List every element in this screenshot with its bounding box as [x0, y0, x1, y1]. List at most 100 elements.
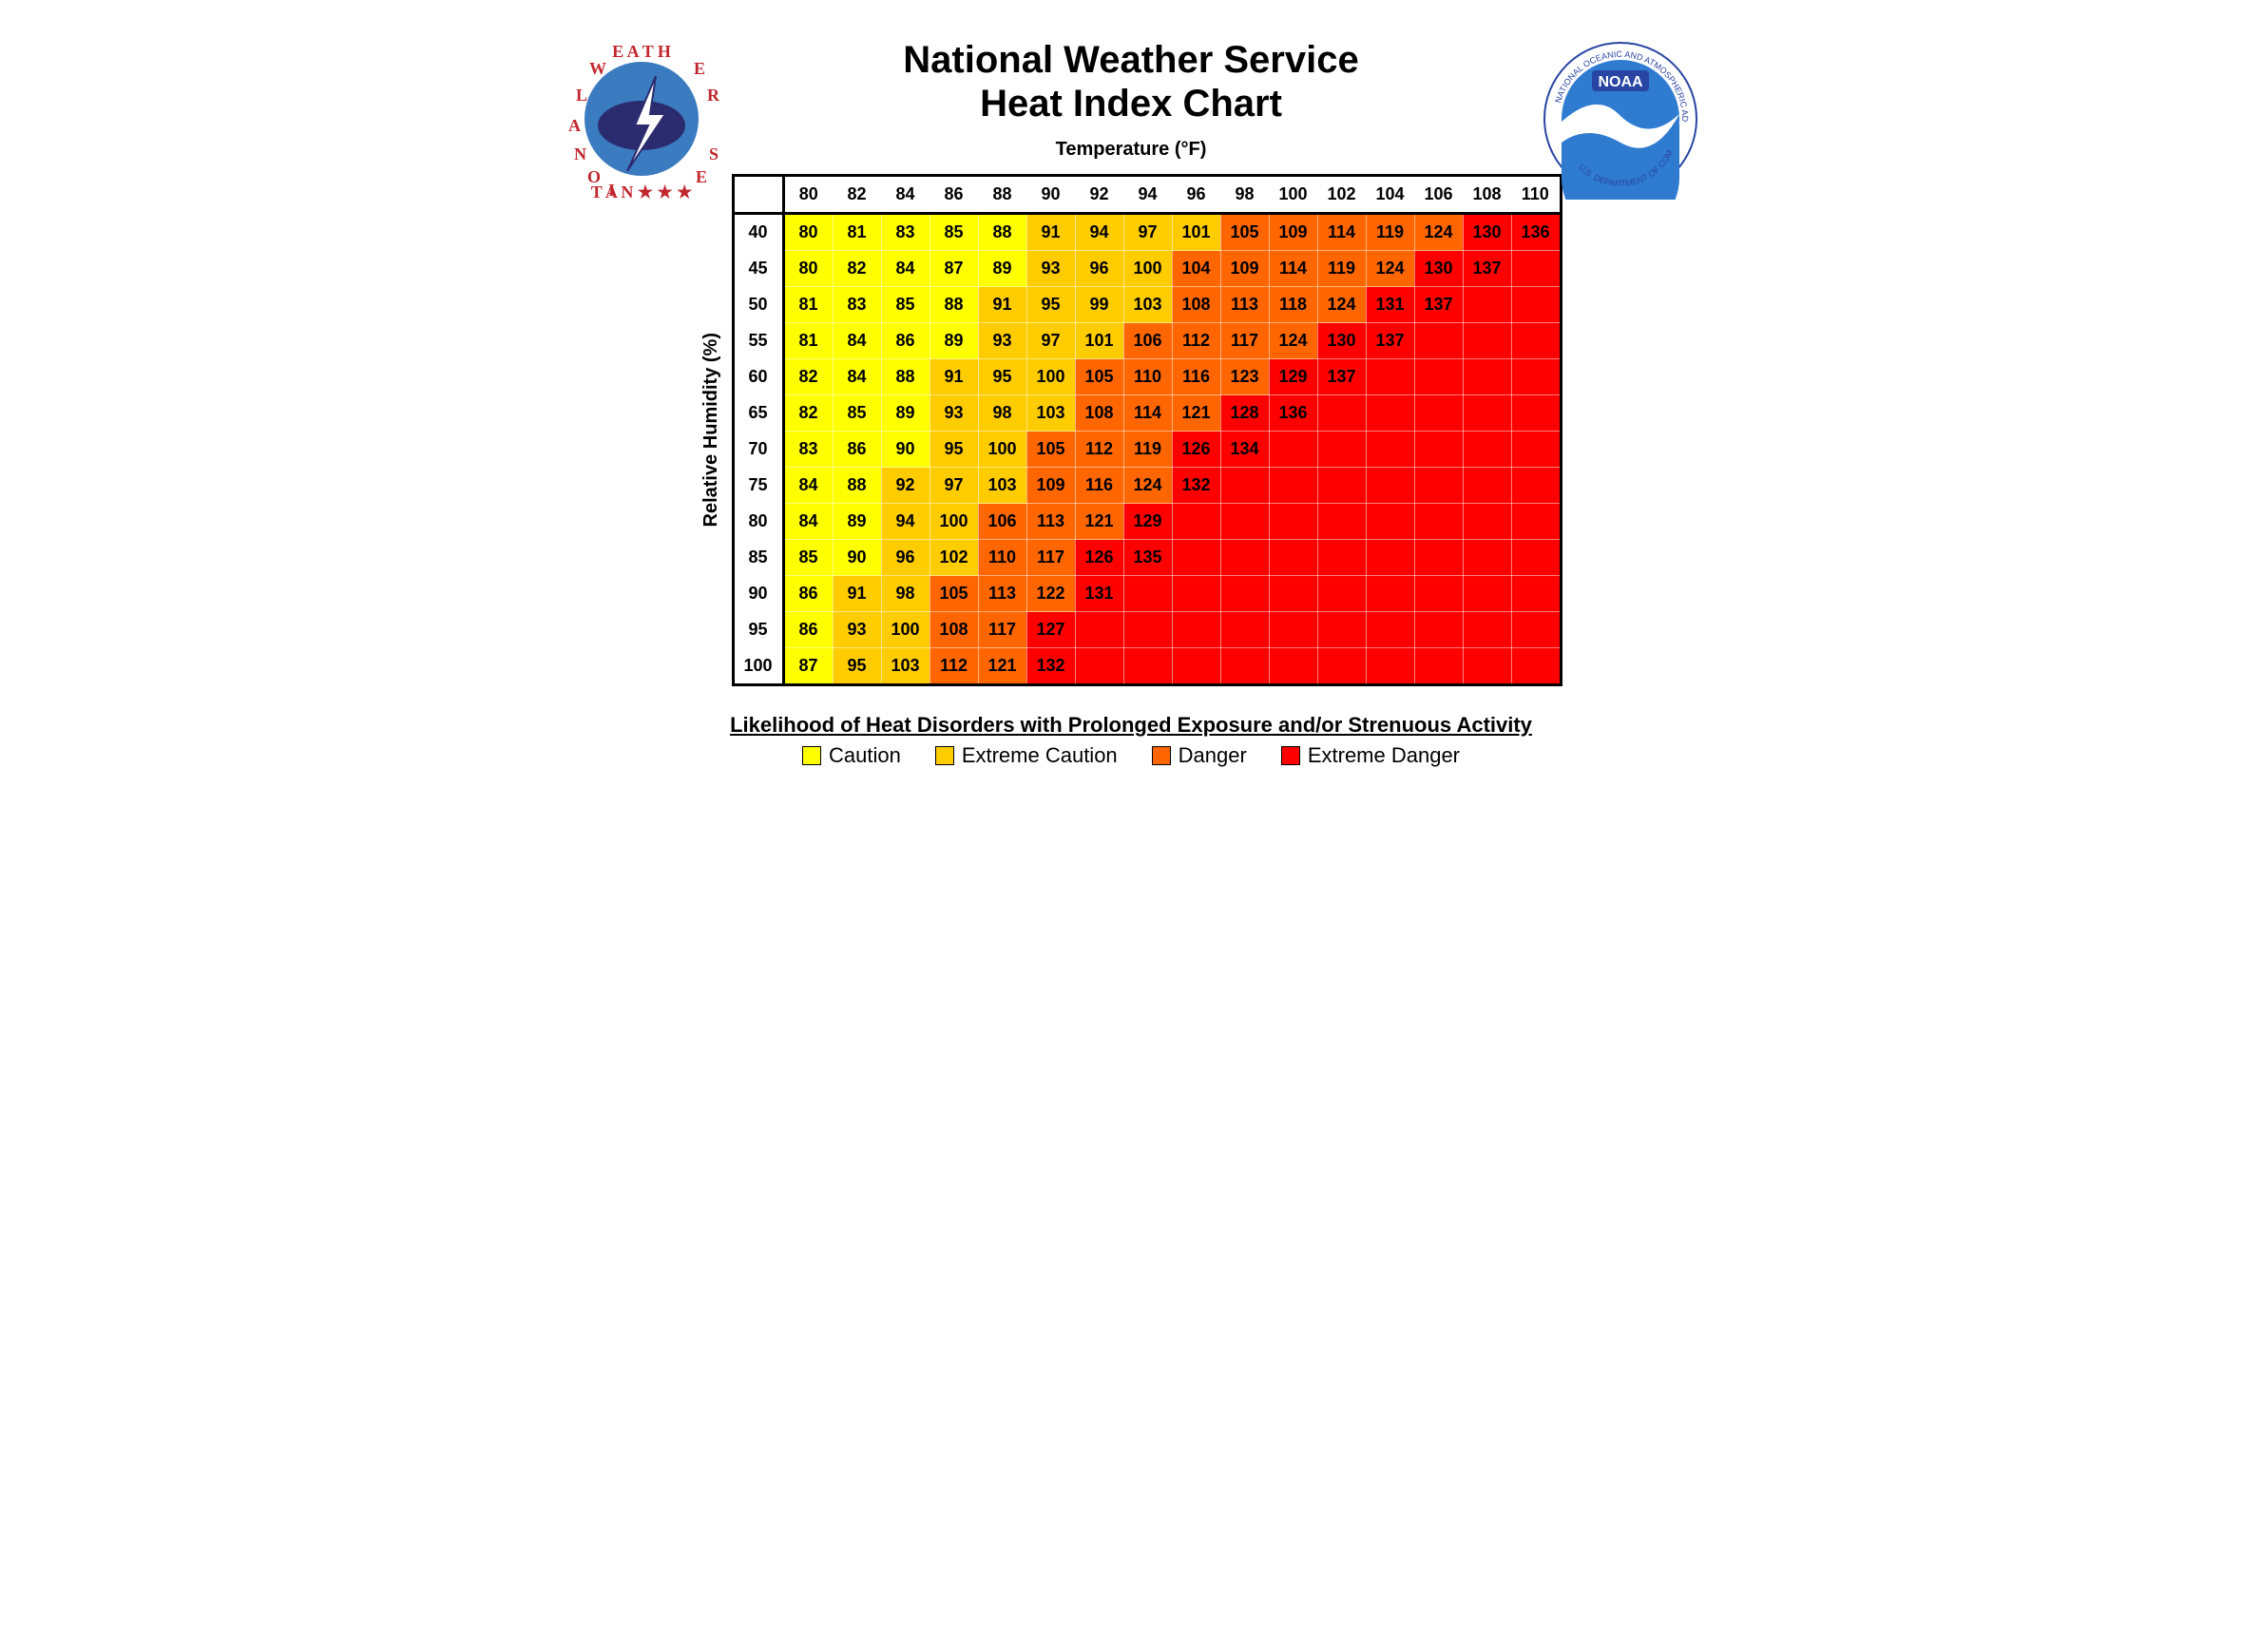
heat-cell: 88 — [833, 468, 881, 504]
heat-cell: 119 — [1366, 214, 1414, 251]
heat-cell — [1463, 323, 1511, 359]
heat-cell — [1172, 504, 1220, 540]
heat-cell — [1269, 612, 1317, 648]
svg-text:W: W — [589, 59, 606, 78]
heat-cell — [1317, 576, 1366, 612]
heat-cell: 103 — [881, 648, 930, 685]
heat-index-table: 80828486889092949698100102104106108110 4… — [732, 174, 1562, 686]
table-row: 4580828487899396100104109114119124130137 — [733, 251, 1561, 287]
column-header: 98 — [1220, 176, 1269, 214]
heat-cell: 113 — [1220, 287, 1269, 323]
heat-cell — [1511, 251, 1561, 287]
heat-cell — [1366, 540, 1414, 576]
heat-cell: 100 — [930, 504, 978, 540]
heat-cell: 84 — [783, 468, 833, 504]
column-header: 102 — [1317, 176, 1366, 214]
y-axis-label: Relative Humidity (%) — [700, 333, 722, 527]
column-header: 84 — [881, 176, 930, 214]
heat-cell: 103 — [978, 468, 1026, 504]
heat-cell: 85 — [783, 540, 833, 576]
row-header: 90 — [733, 576, 783, 612]
heat-cell: 84 — [881, 251, 930, 287]
heat-cell: 117 — [1220, 323, 1269, 359]
heat-cell: 126 — [1172, 432, 1220, 468]
heat-cell: 89 — [978, 251, 1026, 287]
heat-cell: 87 — [930, 251, 978, 287]
heat-cell: 83 — [783, 432, 833, 468]
heat-cell: 91 — [833, 576, 881, 612]
heat-cell — [1317, 540, 1366, 576]
heat-cell: 91 — [930, 359, 978, 395]
heat-cell: 82 — [783, 359, 833, 395]
row-header: 95 — [733, 612, 783, 648]
heat-cell: 137 — [1414, 287, 1463, 323]
heat-cell — [1511, 504, 1561, 540]
heat-cell — [1366, 395, 1414, 432]
heat-cell: 112 — [930, 648, 978, 685]
heat-cell: 129 — [1123, 504, 1172, 540]
heat-cell: 117 — [1026, 540, 1075, 576]
heat-cell: 83 — [833, 287, 881, 323]
heat-cell: 89 — [833, 504, 881, 540]
table-header: 80828486889092949698100102104106108110 — [733, 176, 1561, 214]
heat-cell: 105 — [1075, 359, 1123, 395]
heat-cell: 108 — [930, 612, 978, 648]
column-header: 100 — [1269, 176, 1317, 214]
row-header: 85 — [733, 540, 783, 576]
title-line-1: National Weather Service — [551, 38, 1711, 82]
heat-cell — [1220, 504, 1269, 540]
heat-cell: 124 — [1414, 214, 1463, 251]
heat-cell: 103 — [1026, 395, 1075, 432]
heat-cell: 109 — [1269, 214, 1317, 251]
heat-cell — [1511, 432, 1561, 468]
heat-cell — [1269, 540, 1317, 576]
heat-cell: 104 — [1172, 251, 1220, 287]
legend-label: Extreme Caution — [962, 743, 1118, 768]
heat-cell: 82 — [833, 251, 881, 287]
heat-cell: 89 — [881, 395, 930, 432]
svg-text:R: R — [707, 86, 720, 105]
heat-cell — [1463, 612, 1511, 648]
heat-cell: 95 — [978, 359, 1026, 395]
heat-cell: 95 — [930, 432, 978, 468]
chart-area: Relative Humidity (%) 808284868890929496… — [551, 174, 1711, 686]
legend-item: Extreme Caution — [935, 743, 1118, 768]
legend-swatch — [935, 746, 954, 765]
table-row: 958693100108117127 — [733, 612, 1561, 648]
heat-cell: 113 — [1026, 504, 1075, 540]
svg-text:E: E — [696, 167, 707, 186]
heat-cell: 96 — [881, 540, 930, 576]
heat-cell: 134 — [1220, 432, 1269, 468]
heat-cell: 97 — [1026, 323, 1075, 359]
heat-cell: 100 — [1123, 251, 1172, 287]
heat-cell: 119 — [1123, 432, 1172, 468]
heat-cell — [1414, 323, 1463, 359]
table-row: 90869198105113122131 — [733, 576, 1561, 612]
table-row: 608284889195100105110116123129137 — [733, 359, 1561, 395]
row-header: 55 — [733, 323, 783, 359]
heat-cell — [1511, 395, 1561, 432]
column-header: 94 — [1123, 176, 1172, 214]
heat-cell: 114 — [1317, 214, 1366, 251]
heat-cell: 88 — [881, 359, 930, 395]
heat-cell: 130 — [1463, 214, 1511, 251]
heat-cell — [1463, 540, 1511, 576]
heat-cell: 101 — [1075, 323, 1123, 359]
heat-cell: 95 — [833, 648, 881, 685]
heat-cell: 108 — [1075, 395, 1123, 432]
heat-cell — [1414, 359, 1463, 395]
heat-cell: 136 — [1511, 214, 1561, 251]
heat-cell: 129 — [1269, 359, 1317, 395]
heat-cell: 98 — [881, 576, 930, 612]
heat-cell — [1123, 648, 1172, 685]
table-row: 658285899398103108114121128136 — [733, 395, 1561, 432]
svg-text:NOAA: NOAA — [1598, 74, 1643, 90]
legend-row: CautionExtreme CautionDangerExtreme Dang… — [551, 743, 1711, 768]
heat-cell: 110 — [978, 540, 1026, 576]
heat-cell — [1269, 504, 1317, 540]
column-header: 92 — [1075, 176, 1123, 214]
heat-cell: 100 — [881, 612, 930, 648]
heat-cell — [1317, 612, 1366, 648]
heat-cell: 103 — [1123, 287, 1172, 323]
heat-cell — [1511, 576, 1561, 612]
